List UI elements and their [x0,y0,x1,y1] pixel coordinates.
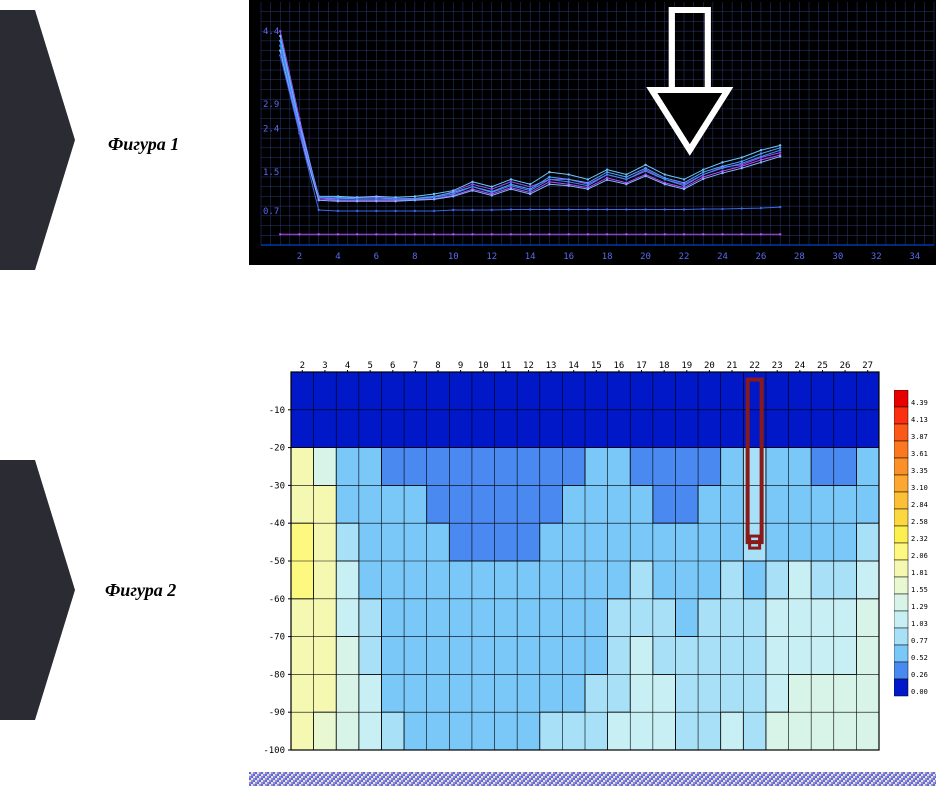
svg-text:2.4: 2.4 [263,124,279,134]
figure-2-label: Фигура 2 [105,580,176,601]
svg-text:25: 25 [817,361,828,371]
chart-2-svg: 2345678910111213141516171819202122232425… [249,356,885,756]
svg-text:26: 26 [756,252,767,262]
svg-text:14: 14 [525,252,536,262]
svg-text:3.10: 3.10 [911,484,928,492]
svg-text:1.81: 1.81 [911,569,928,577]
svg-text:18: 18 [659,361,670,371]
svg-text:-60: -60 [269,595,285,605]
svg-text:-40: -40 [269,519,285,529]
svg-text:20: 20 [640,252,651,262]
svg-text:28: 28 [794,252,805,262]
svg-text:15: 15 [591,361,602,371]
svg-text:11: 11 [500,361,511,371]
svg-text:24: 24 [794,361,805,371]
svg-text:2.32: 2.32 [911,535,928,543]
chart-1: 0.71.52.42.94.42468101214161820222426283… [249,0,936,265]
svg-text:1.29: 1.29 [911,603,928,611]
svg-text:2.06: 2.06 [911,552,928,560]
chevron-decoration-2 [0,460,75,720]
page: Фигура 1 Фигура 2 0.71.52.42.94.42468101… [0,0,940,788]
svg-text:1.55: 1.55 [911,586,928,594]
svg-text:32: 32 [871,252,882,262]
svg-text:-30: -30 [269,481,285,491]
chevron-decoration-1 [0,10,75,270]
svg-text:-50: -50 [269,557,285,567]
svg-text:12: 12 [523,361,534,371]
svg-text:26: 26 [840,361,851,371]
svg-text:-90: -90 [269,708,285,718]
svg-text:16: 16 [614,361,625,371]
chart-1-svg: 0.71.52.42.94.42468101214161820222426283… [249,0,936,265]
svg-text:27: 27 [862,361,873,371]
svg-text:2: 2 [300,361,305,371]
svg-text:22: 22 [679,252,690,262]
svg-text:22: 22 [749,361,760,371]
svg-text:-20: -20 [269,444,285,454]
svg-text:8: 8 [412,252,417,262]
svg-text:0.52: 0.52 [911,654,928,662]
svg-text:0.77: 0.77 [911,637,928,645]
svg-text:1.03: 1.03 [911,620,928,628]
svg-text:3: 3 [322,361,327,371]
svg-text:13: 13 [546,361,557,371]
chart-2-legend: 4.39 4.13 3.87 3.61 3.35 3.10 2.84 2.58 2.32 2.06… [894,390,938,728]
svg-text:-70: -70 [269,633,285,643]
svg-text:6: 6 [390,361,395,371]
svg-text:6: 6 [374,252,379,262]
noise-strip [249,772,936,786]
svg-text:18: 18 [602,252,613,262]
svg-text:16: 16 [563,252,574,262]
chart-2: 2345678910111213141516171819202122232425… [249,356,885,756]
svg-text:30: 30 [832,252,843,262]
svg-text:19: 19 [681,361,692,371]
svg-text:4.13: 4.13 [911,416,928,424]
svg-text:0.7: 0.7 [263,207,279,217]
svg-text:24: 24 [717,252,728,262]
svg-text:-100: -100 [263,746,285,756]
svg-text:10: 10 [448,252,459,262]
svg-text:4.39: 4.39 [911,399,928,407]
svg-text:2.84: 2.84 [911,501,928,509]
svg-text:5: 5 [367,361,372,371]
svg-text:3.35: 3.35 [911,467,928,475]
svg-text:1.5: 1.5 [263,168,279,178]
svg-text:-10: -10 [269,406,285,416]
svg-text:23: 23 [772,361,783,371]
svg-text:2: 2 [297,252,302,262]
svg-text:4.4: 4.4 [263,27,279,37]
svg-text:4: 4 [335,252,340,262]
svg-text:21: 21 [727,361,738,371]
svg-text:8: 8 [435,361,440,371]
svg-text:20: 20 [704,361,715,371]
svg-text:9: 9 [458,361,463,371]
svg-text:3.61: 3.61 [911,450,928,458]
svg-text:-80: -80 [269,670,285,680]
chart-2-legend-svg: 4.39 4.13 3.87 3.61 3.35 3.10 2.84 2.58 2.32 2.06… [894,390,938,728]
svg-text:3.87: 3.87 [911,433,928,441]
svg-text:2.9: 2.9 [263,100,279,110]
svg-text:10: 10 [478,361,489,371]
svg-text:14: 14 [568,361,579,371]
figure-1-label: Фигура 1 [108,134,179,155]
svg-text:7: 7 [413,361,418,371]
svg-text:2.58: 2.58 [911,518,928,526]
svg-text:12: 12 [486,252,497,262]
svg-text:34: 34 [909,252,920,262]
svg-text:17: 17 [636,361,647,371]
svg-text:4: 4 [345,361,350,371]
svg-text:0.26: 0.26 [911,671,928,679]
svg-text:0.00: 0.00 [911,688,928,696]
